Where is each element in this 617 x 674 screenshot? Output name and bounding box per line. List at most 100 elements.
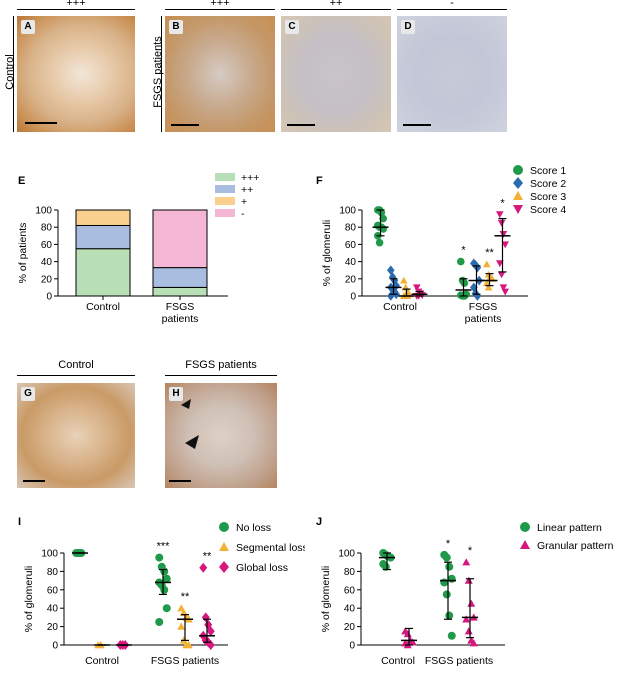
- legend-label: Score 1: [530, 165, 566, 177]
- micrograph-a: A: [17, 16, 135, 132]
- grade-line-c: [281, 9, 391, 10]
- legend-label: Granular pattern: [537, 540, 614, 552]
- panel-label-i: I: [18, 516, 22, 528]
- y-tick-label: 40: [344, 604, 356, 615]
- title-line-fsgs: [165, 375, 277, 376]
- y-axis-label: % of glomeruli: [321, 220, 333, 287]
- data-point: [469, 639, 478, 647]
- data-point: [219, 561, 229, 573]
- scale-bar: [171, 124, 199, 126]
- legend-label: -: [241, 208, 245, 220]
- panel-letter: C: [285, 20, 299, 34]
- y-axis-label: % of glomeruli: [320, 566, 332, 633]
- y-tick-label: 20: [47, 622, 59, 633]
- panel-label-f: F: [316, 175, 323, 187]
- data-point: [499, 284, 508, 292]
- y-tick-label: 40: [345, 257, 357, 268]
- scale-bar: [287, 124, 315, 126]
- y-tick-label: 100: [338, 549, 355, 560]
- grade-label-d: -: [450, 0, 454, 9]
- data-point: [513, 165, 523, 175]
- micrograph-c: C: [281, 16, 391, 132]
- data-point: [464, 576, 473, 584]
- data-point: [177, 604, 186, 612]
- data-point: [408, 638, 417, 646]
- significance-mark: *: [500, 197, 505, 209]
- bar-segment: [152, 286, 208, 297]
- data-point: [483, 260, 491, 268]
- panel-label-e: E: [18, 175, 26, 187]
- y-tick-label: 40: [47, 604, 59, 615]
- x-tick-label: patients: [162, 313, 199, 325]
- data-point: [379, 214, 387, 223]
- data-point: [413, 284, 421, 292]
- significance-mark: *: [461, 245, 466, 257]
- panel-letter: A: [21, 20, 35, 34]
- data-point: [219, 522, 229, 532]
- data-point: [445, 611, 454, 620]
- data-point: [473, 262, 482, 273]
- y-tick-label: 60: [41, 240, 53, 251]
- significance-mark: **: [203, 551, 212, 563]
- significance-mark: **: [485, 247, 494, 259]
- scale-bar: [169, 480, 191, 482]
- legend-label: +: [241, 196, 247, 208]
- y-tick-label: 80: [47, 567, 59, 578]
- significance-mark: **: [181, 591, 190, 603]
- data-point: [375, 238, 384, 247]
- data-point: [460, 279, 469, 287]
- x-tick-label: patients: [465, 313, 502, 325]
- data-point: [496, 260, 504, 268]
- grade-label-b: +++: [210, 0, 230, 9]
- data-point: [497, 219, 506, 227]
- y-axis-label: % of glomeruli: [23, 566, 35, 633]
- title-control: Control: [58, 359, 94, 371]
- y-tick-label: 100: [339, 206, 356, 217]
- x-tick-label: Control: [383, 301, 417, 313]
- legend-label: No loss: [236, 522, 271, 534]
- data-point: [162, 574, 171, 583]
- title-fsgs: FSGS patients: [185, 359, 257, 371]
- grade-line-b: [165, 9, 275, 10]
- y-tick-label: 60: [47, 585, 59, 596]
- data-point: [400, 276, 408, 284]
- side-label-fsgs: FSGS patients: [152, 36, 164, 108]
- y-tick-label: 80: [41, 223, 53, 234]
- scale-bar: [25, 122, 57, 124]
- y-axis-label: % of patients: [17, 223, 29, 284]
- legend-label: Score 3: [530, 191, 566, 203]
- legend-swatch: [215, 197, 235, 205]
- chart-j: 0 20 40 60 80 100 % of glomeruli * Linear patter…: [320, 522, 614, 667]
- side-bar-fsgs: [161, 16, 162, 132]
- grade-line-d: [397, 9, 507, 10]
- significance-mark: ***: [157, 541, 171, 553]
- micrograph-b: B: [165, 16, 275, 132]
- legend-label: Global loss: [236, 562, 288, 574]
- data-point: [484, 283, 493, 291]
- y-tick-label: 0: [350, 292, 356, 303]
- panel-label-j: J: [316, 516, 323, 528]
- legend-swatch: [215, 185, 235, 193]
- x-tick-label: Control: [85, 655, 119, 667]
- data-point: [501, 288, 509, 296]
- data-point: [160, 585, 169, 594]
- data-point: [471, 288, 480, 299]
- legend-label: ++: [241, 184, 253, 196]
- arrowhead-icons: [181, 399, 199, 449]
- data-point: [462, 558, 471, 566]
- data-point: [201, 612, 210, 623]
- data-point: [496, 211, 504, 219]
- data-point: [447, 574, 456, 583]
- micrograph-d: D: [397, 16, 507, 132]
- panel-letter: G: [21, 387, 35, 401]
- legend-label: Linear pattern: [537, 522, 602, 534]
- data-point: [457, 257, 465, 266]
- scale-bar: [23, 480, 45, 482]
- legend-swatch: [215, 209, 235, 217]
- data-point: [199, 562, 208, 573]
- y-tick-label: 80: [345, 223, 357, 234]
- data-point: [177, 622, 186, 630]
- data-point: [162, 604, 171, 613]
- data-point: [501, 241, 509, 249]
